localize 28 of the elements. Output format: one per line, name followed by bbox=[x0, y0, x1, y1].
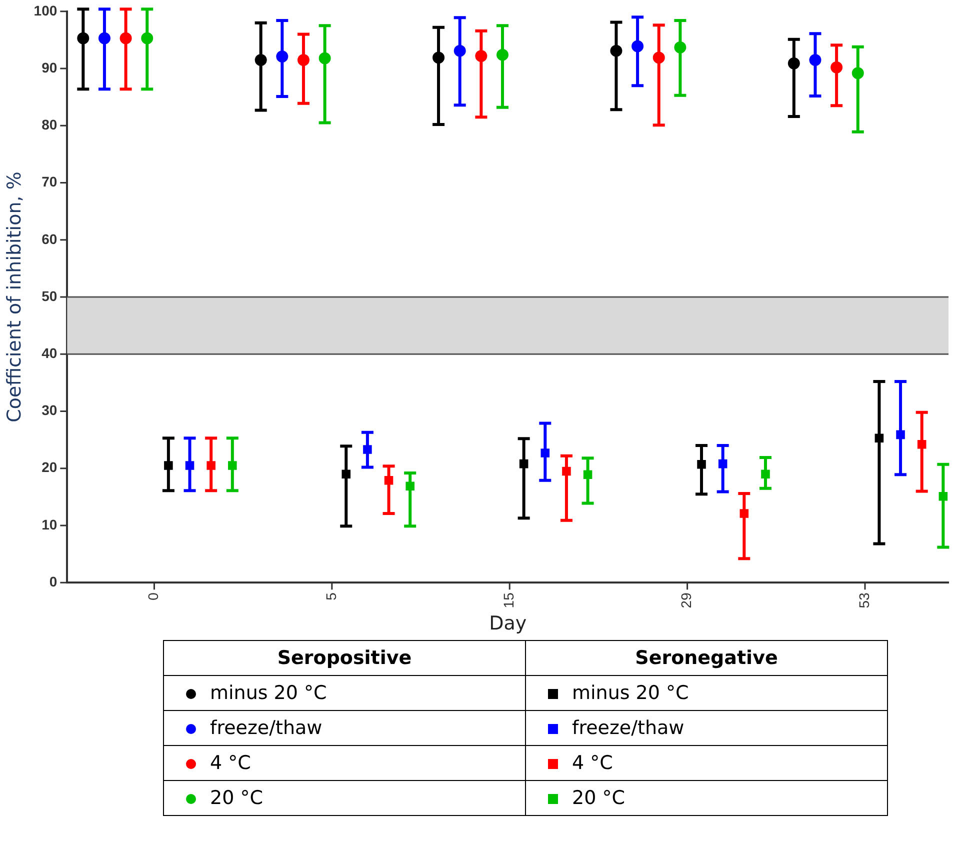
legend-label: 4 °C bbox=[526, 746, 888, 780]
x-tick-label: 0 bbox=[145, 592, 162, 600]
x-tick-label: 5 bbox=[322, 592, 339, 600]
y-tick-label: 60 bbox=[42, 230, 58, 247]
legend-label: 20 °C bbox=[526, 780, 888, 816]
x-axis-title: Day bbox=[489, 612, 527, 635]
y-tick-label: 0 bbox=[49, 573, 58, 590]
x-tick-label: 53 bbox=[856, 592, 872, 608]
y-tick-label: 50 bbox=[42, 288, 58, 304]
y-tick-label: 90 bbox=[42, 59, 58, 76]
legend-label: 20 °C bbox=[164, 780, 526, 816]
legend-label: minus 20 °C bbox=[164, 676, 526, 710]
y-axis-title: Coefficient of inhibition, % bbox=[3, 172, 26, 422]
legend-label: 4 °C bbox=[164, 746, 526, 780]
text: Seropositive bbox=[164, 640, 526, 676]
y-tick-label: 10 bbox=[42, 516, 58, 532]
legend-label: freeze/thaw bbox=[164, 710, 526, 746]
y-tick-label: 30 bbox=[42, 402, 58, 418]
y-tick-label: 40 bbox=[42, 344, 58, 361]
y-tick-label: 20 bbox=[42, 459, 58, 476]
y-tick-label: 70 bbox=[42, 174, 58, 190]
legend-label: freeze/thaw bbox=[526, 710, 888, 746]
y-tick-label: 100 bbox=[34, 2, 58, 18]
x-tick-label: 15 bbox=[500, 592, 516, 608]
y-tick-label: 80 bbox=[42, 116, 58, 133]
x-tick-label: 29 bbox=[678, 592, 694, 608]
text: Seronegative bbox=[526, 640, 888, 676]
legend-label: minus 20 °C bbox=[526, 676, 888, 710]
